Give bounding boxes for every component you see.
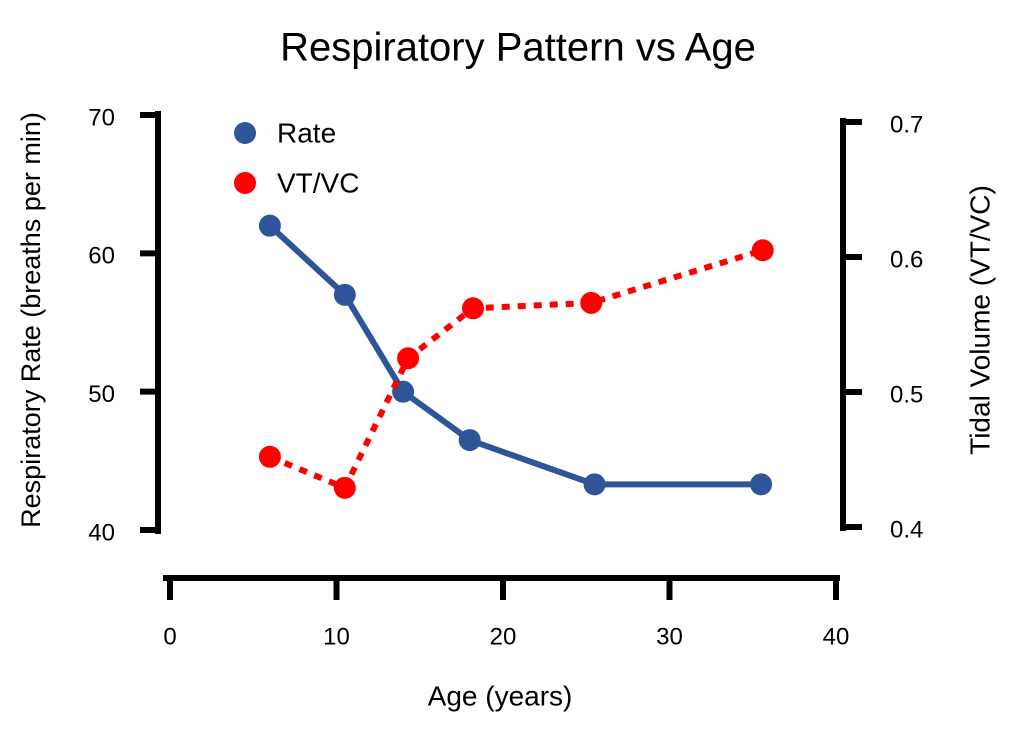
- y-tick-label: 40: [88, 519, 115, 546]
- legend-label: Rate: [277, 117, 336, 148]
- y-tick-label: 60: [88, 243, 115, 270]
- legend-marker: [234, 172, 256, 194]
- data-point: [397, 347, 420, 370]
- y2-axis-label: Tidal Volume (VT/VC): [964, 185, 995, 455]
- x-tick-label: 20: [490, 623, 517, 650]
- y2-tick-label: 0.4: [890, 516, 923, 543]
- data-point: [333, 476, 356, 499]
- chart-title: Respiratory Pattern vs Age: [280, 26, 756, 70]
- data-point: [333, 283, 356, 306]
- x-tick-label: 30: [656, 623, 683, 650]
- data-point: [462, 297, 485, 320]
- x-tick-label: 10: [323, 623, 350, 650]
- legend-label: VT/VC: [277, 167, 359, 198]
- data-point: [258, 445, 281, 468]
- data-point: [583, 473, 606, 496]
- data-point: [258, 214, 281, 237]
- data-point: [751, 239, 774, 262]
- y2-tick-label: 0.5: [890, 381, 923, 408]
- x-tick-label: 0: [163, 623, 176, 650]
- y2-tick-label: 0.6: [890, 246, 923, 273]
- y2-tick-label: 0.7: [890, 111, 923, 138]
- y-tick-label: 50: [88, 381, 115, 408]
- x-tick-label: 40: [823, 623, 850, 650]
- x-axis-label: Age (years): [428, 680, 573, 711]
- legend-marker: [234, 122, 256, 144]
- y-tick-label: 70: [88, 104, 115, 131]
- series-line: [267, 223, 762, 488]
- data-point: [458, 429, 481, 452]
- y-axis-label: Respiratory Rate (breaths per min): [16, 112, 46, 528]
- data-point: [580, 291, 603, 314]
- data-point: [750, 473, 773, 496]
- series-line: [268, 247, 764, 492]
